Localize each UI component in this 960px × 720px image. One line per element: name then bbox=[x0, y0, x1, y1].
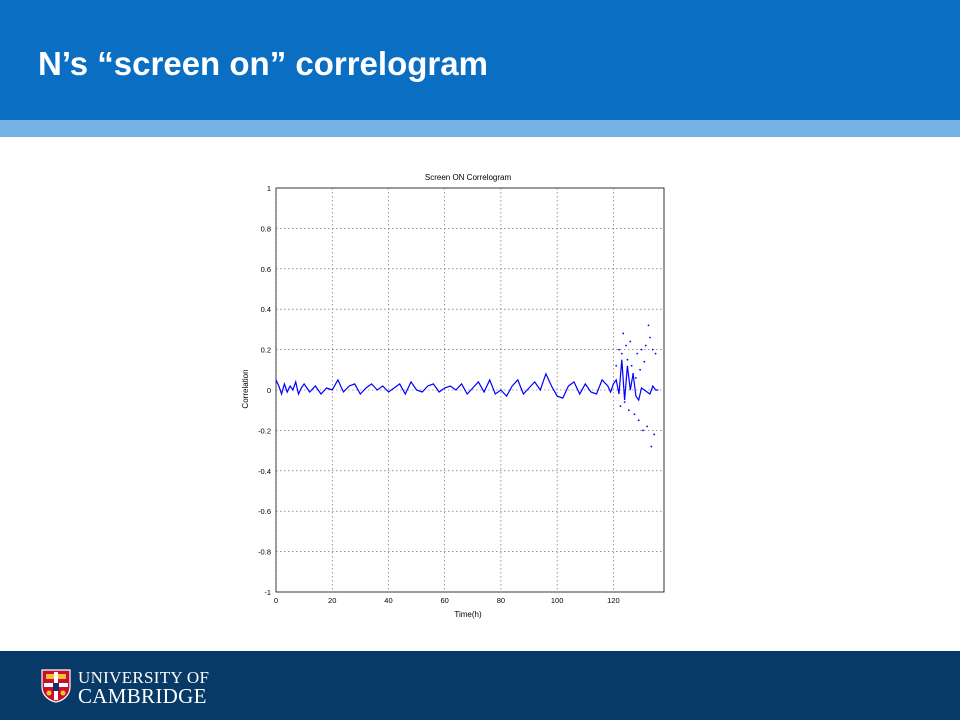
x-tick-label: 120 bbox=[607, 596, 620, 605]
series-2-point bbox=[650, 445, 653, 448]
x-axis-label: Time(h) bbox=[454, 610, 482, 619]
footer-bar: UNIVERSITY OF CAMBRIDGE bbox=[0, 651, 960, 720]
series-2-point bbox=[636, 352, 639, 355]
series-2-point bbox=[637, 419, 640, 422]
chart-container: 1 0.8 0.6 0.4 0.2 0 -0.2 -0.4 -0.6 -0.8 -1 0 20 40 60 8… bbox=[230, 165, 680, 625]
series-2-point bbox=[632, 372, 634, 375]
chart-title: Screen ON Correlogram bbox=[425, 173, 512, 182]
y-tick-label: -0.8 bbox=[258, 548, 271, 557]
y-tick-label: 0 bbox=[267, 386, 271, 395]
series-2-point bbox=[643, 360, 646, 363]
series-2-point bbox=[623, 401, 626, 404]
series-1-line bbox=[275, 359, 659, 402]
x-tick-label: 0 bbox=[274, 596, 278, 605]
series-2-point bbox=[653, 433, 656, 436]
y-tick-label: 0.8 bbox=[261, 224, 271, 233]
y-axis-label: Correlation bbox=[241, 369, 250, 408]
x-tick-label: 40 bbox=[384, 596, 392, 605]
logo-line-2: CAMBRIDGE bbox=[78, 684, 207, 708]
y-tick-label: -0.2 bbox=[258, 426, 271, 435]
y-tick-label: 0.6 bbox=[261, 265, 271, 274]
series-2-point bbox=[620, 352, 623, 355]
series-2-point bbox=[634, 376, 637, 379]
university-logo-text: UNIVERSITY OF CAMBRIDGE bbox=[78, 668, 210, 708]
x-tick-label: 80 bbox=[497, 596, 505, 605]
series-2-point bbox=[646, 425, 649, 428]
series-2-point bbox=[649, 336, 651, 339]
header-stripe bbox=[0, 120, 960, 137]
series-2-point bbox=[630, 364, 633, 367]
slide-title: N’s “screen on” correlogram bbox=[38, 45, 488, 82]
y-tick-label: 0.2 bbox=[261, 346, 271, 355]
series-2-point bbox=[640, 348, 643, 351]
series-2-point bbox=[619, 405, 622, 408]
y-tick-label: 1 bbox=[267, 184, 271, 193]
series-2-point bbox=[618, 348, 620, 351]
y-tick-label: 0.4 bbox=[261, 305, 271, 314]
logo-line-1: UNIVERSITY OF bbox=[78, 668, 210, 687]
x-tick-label: 100 bbox=[551, 596, 564, 605]
series-2-point bbox=[625, 344, 627, 347]
x-tick-label: 20 bbox=[328, 596, 336, 605]
y-tick-label: -0.4 bbox=[258, 467, 271, 476]
series-2-point bbox=[622, 332, 625, 335]
series-2-point bbox=[651, 348, 654, 351]
series-2-point bbox=[654, 352, 657, 355]
series-2-point bbox=[647, 324, 650, 327]
series-2-point bbox=[629, 340, 632, 343]
header-bar: N’s “screen on” correlogram bbox=[0, 0, 960, 120]
y-tick-label: -0.6 bbox=[258, 507, 271, 516]
series-2-point bbox=[633, 413, 636, 416]
series-2-point bbox=[639, 368, 642, 371]
series-2-point bbox=[626, 358, 629, 361]
correlogram-chart: 10.80.60.40.20-0.2-0.4-0.6-0.8-10 20 40 60 8… bbox=[241, 173, 665, 619]
university-crest-icon bbox=[41, 669, 71, 703]
y-tick-label: -1 bbox=[264, 588, 271, 597]
series-2-point bbox=[642, 429, 644, 432]
plot-frame bbox=[275, 187, 665, 593]
series-2-point bbox=[644, 344, 647, 347]
series-2-point bbox=[615, 364, 618, 367]
series-2-point bbox=[627, 409, 630, 412]
x-tick-label: 60 bbox=[441, 596, 449, 605]
